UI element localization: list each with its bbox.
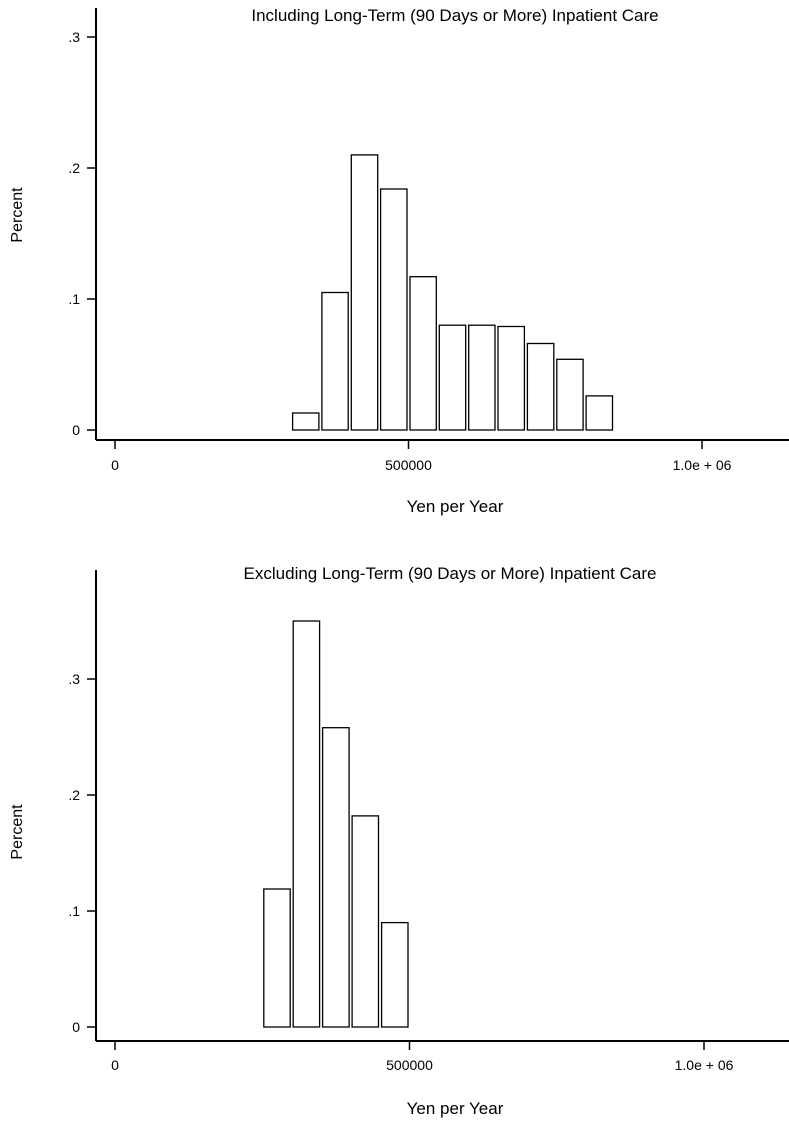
histogram-bar <box>379 188 408 431</box>
y-tick-group: 0 .1 .2 .3 <box>68 29 96 438</box>
x-tick-group: 0 500000 1.0e + 06 <box>111 440 732 473</box>
x-tick-label: 0 <box>111 1057 119 1073</box>
y-axis-label: Percent <box>9 187 26 243</box>
histogram-bar <box>556 358 584 431</box>
y-tick-label: .3 <box>68 671 80 687</box>
histogram-bar <box>350 154 379 431</box>
x-tick-label: 500000 <box>385 457 432 473</box>
histogram-bar <box>263 888 291 1028</box>
histogram-panel-including: Including Long-Term (90 Days or More) In… <box>9 6 789 516</box>
chart-title: Including Long-Term (90 Days or More) In… <box>251 6 658 25</box>
x-tick-label: 1.0e + 06 <box>675 1057 734 1073</box>
histogram-bar <box>351 815 380 1028</box>
y-tick-label: .2 <box>68 160 80 176</box>
histogram-bar <box>321 727 350 1028</box>
histogram-bar <box>526 342 555 431</box>
bar-group <box>291 154 614 431</box>
y-tick-label: .1 <box>68 903 80 919</box>
x-tick-label: 500000 <box>386 1057 433 1073</box>
y-axis-label: Percent <box>9 804 26 860</box>
histogram-bar <box>409 276 437 431</box>
y-tick-label: 0 <box>72 1019 80 1035</box>
histogram-bar <box>291 412 320 431</box>
histogram-panel-excluding: Excluding Long-Term (90 Days or More) In… <box>9 564 789 1118</box>
x-tick-label: 1.0e + 06 <box>673 457 732 473</box>
y-tick-label: 0 <box>72 422 80 438</box>
histogram-bar <box>497 325 526 431</box>
x-axis-label: Yen per Year <box>407 1099 504 1118</box>
x-tick-group: 0 500000 1.0e + 06 <box>111 1041 734 1073</box>
histogram-bar <box>321 291 349 431</box>
bar-group <box>263 620 409 1028</box>
y-tick-label: .2 <box>68 787 80 803</box>
y-tick-label: .3 <box>68 29 80 45</box>
chart-title: Excluding Long-Term (90 Days or More) In… <box>244 564 657 583</box>
y-tick-label: .1 <box>68 291 80 307</box>
x-tick-label: 0 <box>111 457 119 473</box>
y-tick-group: 0 .1 .2 .3 <box>68 671 96 1035</box>
x-axis-label: Yen per Year <box>407 497 504 516</box>
histogram-bar <box>292 620 321 1028</box>
histogram-bar <box>438 324 467 431</box>
histogram-bar <box>585 395 614 431</box>
histogram-bar <box>468 324 496 431</box>
histogram-bar <box>380 921 409 1028</box>
